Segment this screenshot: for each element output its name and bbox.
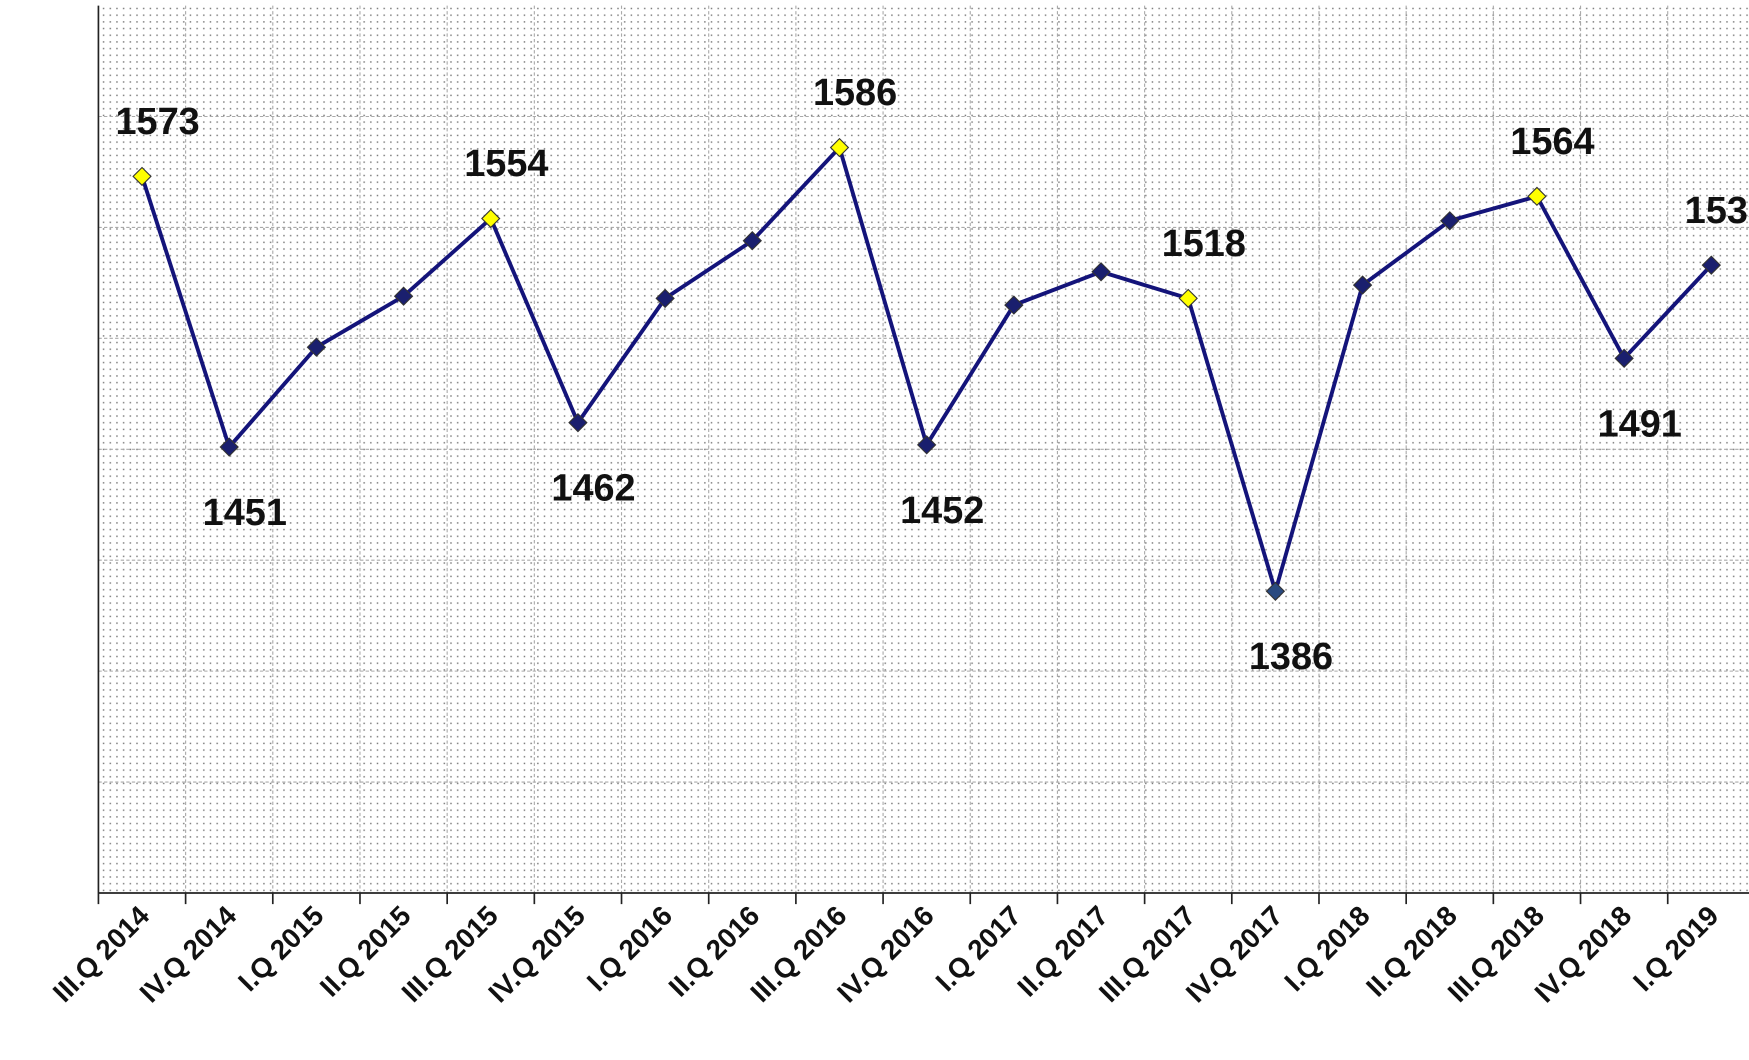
marker xyxy=(1527,186,1547,207)
data-label: 1452 xyxy=(900,490,984,532)
marker xyxy=(306,337,327,357)
marker xyxy=(1701,255,1722,275)
marker xyxy=(916,435,937,455)
x-tick-label: IV.Q 2015 xyxy=(482,900,591,1009)
marker xyxy=(132,166,152,187)
data-label: 1586 xyxy=(813,72,897,114)
marker xyxy=(1614,348,1634,369)
marker xyxy=(1004,295,1024,315)
marker xyxy=(1352,275,1373,295)
x-tick-label: IV.Q 2017 xyxy=(1180,900,1289,1009)
data-label: 1573 xyxy=(116,101,200,143)
x-tick-label: IV.Q 2016 xyxy=(831,900,940,1009)
marker xyxy=(742,231,762,251)
data-label: 1462 xyxy=(551,468,635,510)
marker xyxy=(219,437,239,457)
marker xyxy=(1440,211,1460,231)
marker xyxy=(1091,262,1111,282)
data-label: 1518 xyxy=(1162,223,1246,265)
data-label: 1491 xyxy=(1598,403,1682,445)
marker xyxy=(1265,581,1286,601)
x-tick-label: IV.Q 2014 xyxy=(134,899,243,1008)
data-label: 1386 xyxy=(1249,636,1333,678)
marker xyxy=(829,137,850,158)
marker xyxy=(655,288,675,309)
data-label: 1554 xyxy=(464,143,548,185)
data-label: 1564 xyxy=(1510,121,1594,163)
data-label: 1451 xyxy=(203,492,287,534)
data-label: 1533 xyxy=(1685,190,1749,232)
marker xyxy=(393,286,414,306)
x-tick-label: IV.Q 2018 xyxy=(1529,900,1638,1009)
x-tick-label: I.Q 2019 xyxy=(1627,900,1724,997)
marker xyxy=(481,208,501,229)
marker xyxy=(568,412,588,433)
marker xyxy=(1178,288,1198,309)
